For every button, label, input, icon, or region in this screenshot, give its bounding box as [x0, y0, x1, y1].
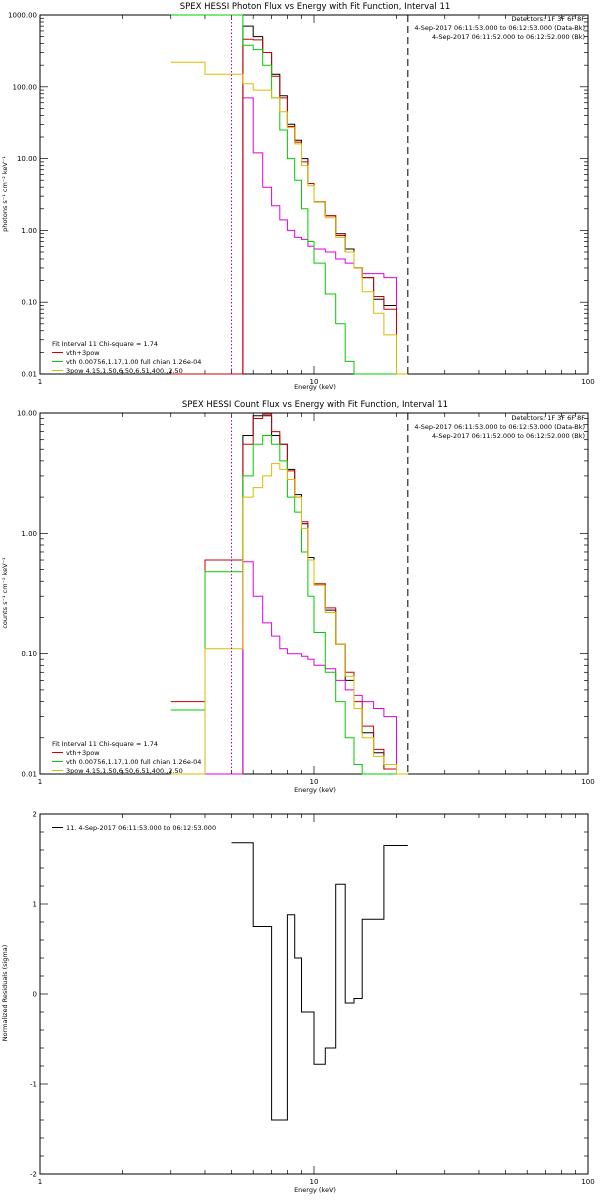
series-bk [170, 561, 408, 775]
y-tick-label: 10.00 [17, 155, 37, 163]
residuals-panel: 11. 4-Sep-2017 06:11:53.000 to 06:12:53.… [1, 811, 595, 1195]
x-axis-label: Energy (keV) [294, 1186, 336, 1194]
legend-fit-interval: Fit Interval 11 Chi-square = 1.74 [52, 740, 158, 748]
legend-data-bk: 4-Sep-2017 06:11:53.000 to 06:12:53.000 … [414, 423, 585, 431]
legend-vth: vth 0.00756,1.17,1.00 full chian 1.26e-0… [66, 358, 201, 366]
y-tick-label: -1 [30, 1081, 37, 1089]
series-vth-3pow [170, 38, 408, 375]
legend-detectors: Detectors: 1F 3F 6F 8F [511, 15, 585, 23]
x-tick-label: 100 [581, 1178, 594, 1186]
chart-title: SPEX HESSI Photon Flux vs Energy with Fi… [180, 2, 451, 12]
y-tick-label: 0.01 [21, 771, 37, 779]
y-axis-label: counts s⁻¹ cm⁻² keV⁻¹ [1, 557, 9, 629]
plot-frame [39, 813, 589, 1175]
chart-title: SPEX HESSI Count Flux vs Energy with Fit… [182, 400, 448, 410]
y-tick-label: 2 [33, 811, 37, 819]
series-vth [170, 14, 408, 375]
legend-vth-3pow: vth+3pow [66, 749, 100, 757]
x-tick-label: 10 [310, 778, 319, 786]
series-vth-3pow [170, 413, 408, 775]
x-tick-label: 1 [38, 378, 42, 386]
y-tick-label: 0.01 [21, 371, 37, 379]
axes: 1 10 100 0.01 0.10 1.00 10.00 [17, 410, 595, 787]
legend-detectors: Detectors: 1F 3F 6F 8F [511, 414, 585, 422]
x-tick-label: 10 [310, 378, 319, 386]
count-flux-panel: SPEX HESSI Count Flux vs Energy with Fit… [1, 400, 595, 794]
series-3pow [170, 61, 408, 375]
series-data-bk [170, 415, 408, 775]
x-axis-label: Energy (keV) [294, 383, 336, 391]
y-tick-label: 100.00 [13, 83, 38, 91]
x-tick-label: 1 [38, 778, 42, 786]
y-tick-label: 1000.00 [8, 12, 37, 20]
photon-flux-panel: SPEX HESSI Photon Flux vs Energy with Fi… [1, 2, 595, 391]
x-axis-label: Energy (keV) [294, 786, 336, 794]
x-tick-label: 10 [310, 1178, 319, 1186]
series-vth [170, 435, 408, 775]
x-tick-label: 100 [581, 378, 594, 386]
legend-data-bk: 4-Sep-2017 06:11:53.000 to 06:12:53.000 … [414, 24, 585, 32]
y-tick-label: 1.00 [21, 530, 37, 538]
legend-3pow: 3pow 4.15,1.50,6.50,6.51,400.,2.50 [66, 367, 183, 375]
y-tick-label: 10.00 [17, 410, 37, 418]
y-tick-label: 0.10 [21, 650, 37, 658]
legend-3pow: 3pow 4.15,1.50,6.50,6.51,400.,2.50 [66, 767, 183, 775]
series-data-bk [170, 25, 408, 375]
y-tick-label: 1 [33, 901, 37, 909]
legend-interval: 11. 4-Sep-2017 06:11:53.000 to 06:12:53.… [66, 824, 216, 832]
series-bk [170, 97, 408, 375]
legend-bk: 4-Sep-2017 06:11:52.000 to 06:12:52.000 … [432, 432, 585, 440]
y-tick-label: -2 [30, 1171, 37, 1179]
y-tick-label: 0 [33, 991, 37, 999]
series-11 [231, 842, 408, 1121]
x-tick-label: 1 [38, 1178, 42, 1186]
axes: 1 10 100 -2 -1 0 1 2 [30, 811, 595, 1187]
y-tick-label: 1.00 [21, 227, 37, 235]
legend-fit-interval: Fit Interval 11 Chi-square = 1.74 [52, 340, 158, 348]
plot-frame [39, 412, 589, 775]
y-axis-label: photons s⁻¹ cm⁻² keV⁻¹ [1, 156, 9, 232]
legend-bk: 4-Sep-2017 06:11:52.000 to 06:12:52.000 … [432, 33, 585, 41]
legend-vth: vth 0.00756,1.17,1.00 full chian 1.26e-0… [66, 758, 201, 766]
x-tick-label: 100 [581, 778, 594, 786]
series-3pow [170, 463, 408, 775]
y-axis-label: Normalized Residuals (sigma) [1, 945, 9, 1042]
legend-vth-3pow: vth+3pow [66, 349, 100, 357]
y-tick-label: 0.10 [21, 299, 37, 307]
